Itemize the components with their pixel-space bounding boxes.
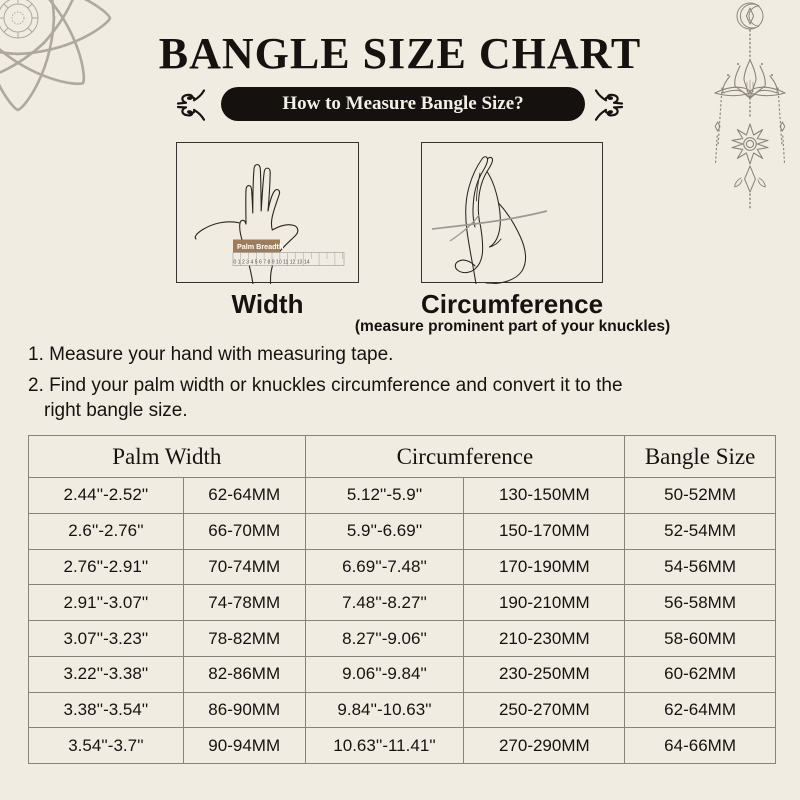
svg-text:Palm Breadth: Palm Breadth: [237, 242, 283, 251]
svg-text:0 1 2 3 4 5 6 7 8 9 10 11 12 1: 0 1 2 3 4 5 6 7 8 9 10 11 12 13 14: [234, 260, 310, 266]
